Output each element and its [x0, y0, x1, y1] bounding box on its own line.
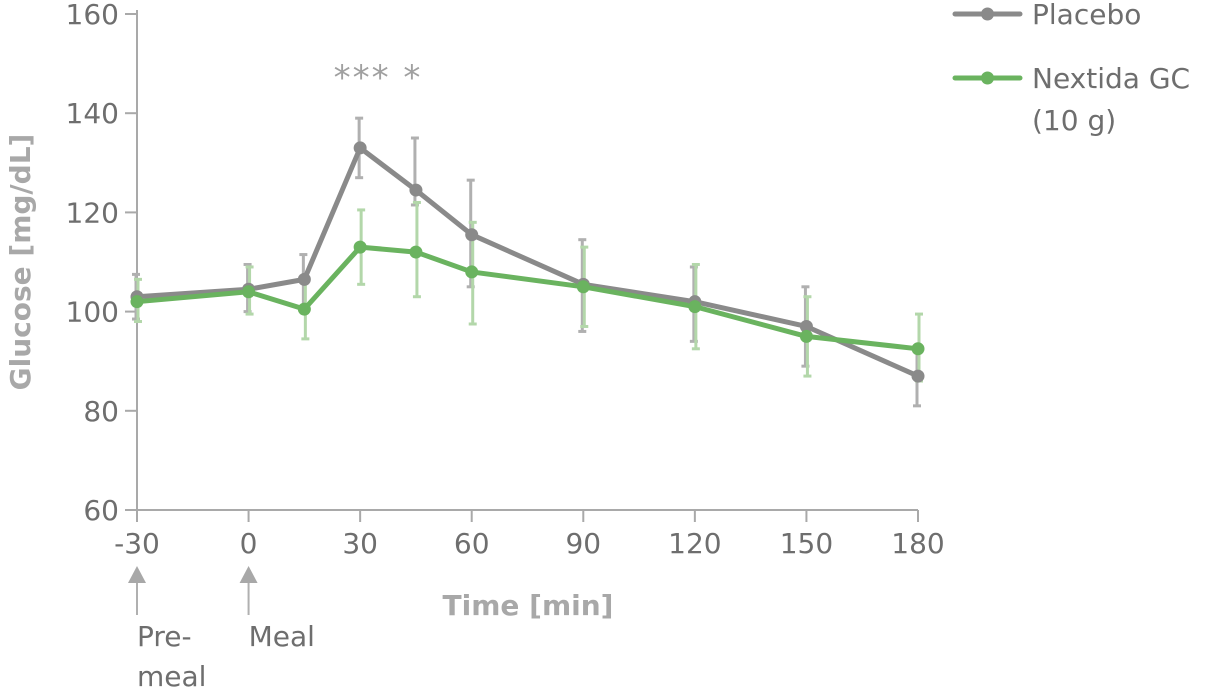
x-tick-label: -30	[114, 527, 160, 560]
placebo-line	[134, 145, 921, 379]
x-tick-label: 0	[240, 527, 258, 560]
nextida-line	[134, 244, 921, 352]
placebo-point	[799, 319, 813, 333]
legend-label: Placebo	[1032, 0, 1141, 31]
legend-label: (10 g)	[1032, 104, 1116, 137]
nextida-point	[911, 342, 925, 356]
nextida-point	[799, 329, 813, 343]
nextida-point	[576, 280, 590, 294]
y-axis-title: Glucose [mg/dL]	[4, 134, 37, 391]
placebo-point	[911, 369, 925, 383]
y-tick-label: 140	[66, 97, 119, 130]
x-tick-label: 120	[668, 527, 721, 560]
legend-label: Nextida GC	[1032, 62, 1190, 95]
x-tick-label: 60	[454, 527, 490, 560]
y-tick-label: 160	[66, 0, 119, 31]
annotation-label: meal	[137, 660, 206, 693]
x-tick-label: 180	[891, 527, 944, 560]
arrow-up-icon	[239, 566, 258, 583]
nextida-point	[409, 245, 423, 259]
x-tick-label: 150	[780, 527, 833, 560]
y-tick-label: 80	[83, 395, 119, 428]
y-tick-label: 120	[66, 196, 119, 229]
x-axis-title: Time [min]	[443, 589, 614, 622]
nextida-point	[353, 240, 367, 254]
nextida-point	[688, 300, 702, 314]
series-lines-layer	[134, 145, 921, 379]
nextida-point	[297, 302, 311, 316]
nextida-point	[242, 285, 256, 299]
nextida-point	[465, 265, 479, 279]
axes-layer: 60 80 100 120 140 160 -30 0 30 60 90 120 150 180	[66, 0, 945, 560]
y-tick-label: 60	[83, 494, 119, 527]
x-tick-label: 90	[565, 527, 601, 560]
significance-marker: *** *	[334, 58, 423, 98]
data-points-layer	[130, 141, 925, 383]
annotations-layer: Pre-meal Meal	[128, 566, 315, 693]
legend-swatch-marker	[981, 71, 994, 85]
placebo-point	[353, 141, 367, 155]
nextida-point	[130, 295, 144, 309]
x-tick-label: 30	[342, 527, 378, 560]
y-tick-label: 100	[66, 296, 119, 329]
legend: Placebo Nextida GC (10 g)	[952, 0, 1190, 137]
annotation-label: Meal	[249, 620, 315, 653]
legend-swatch-marker	[981, 7, 994, 21]
annotation-label: Pre-	[137, 620, 192, 653]
placebo-point	[409, 183, 423, 197]
arrow-up-icon	[128, 566, 146, 583]
placebo-point	[297, 272, 311, 286]
placebo-point	[465, 228, 479, 242]
